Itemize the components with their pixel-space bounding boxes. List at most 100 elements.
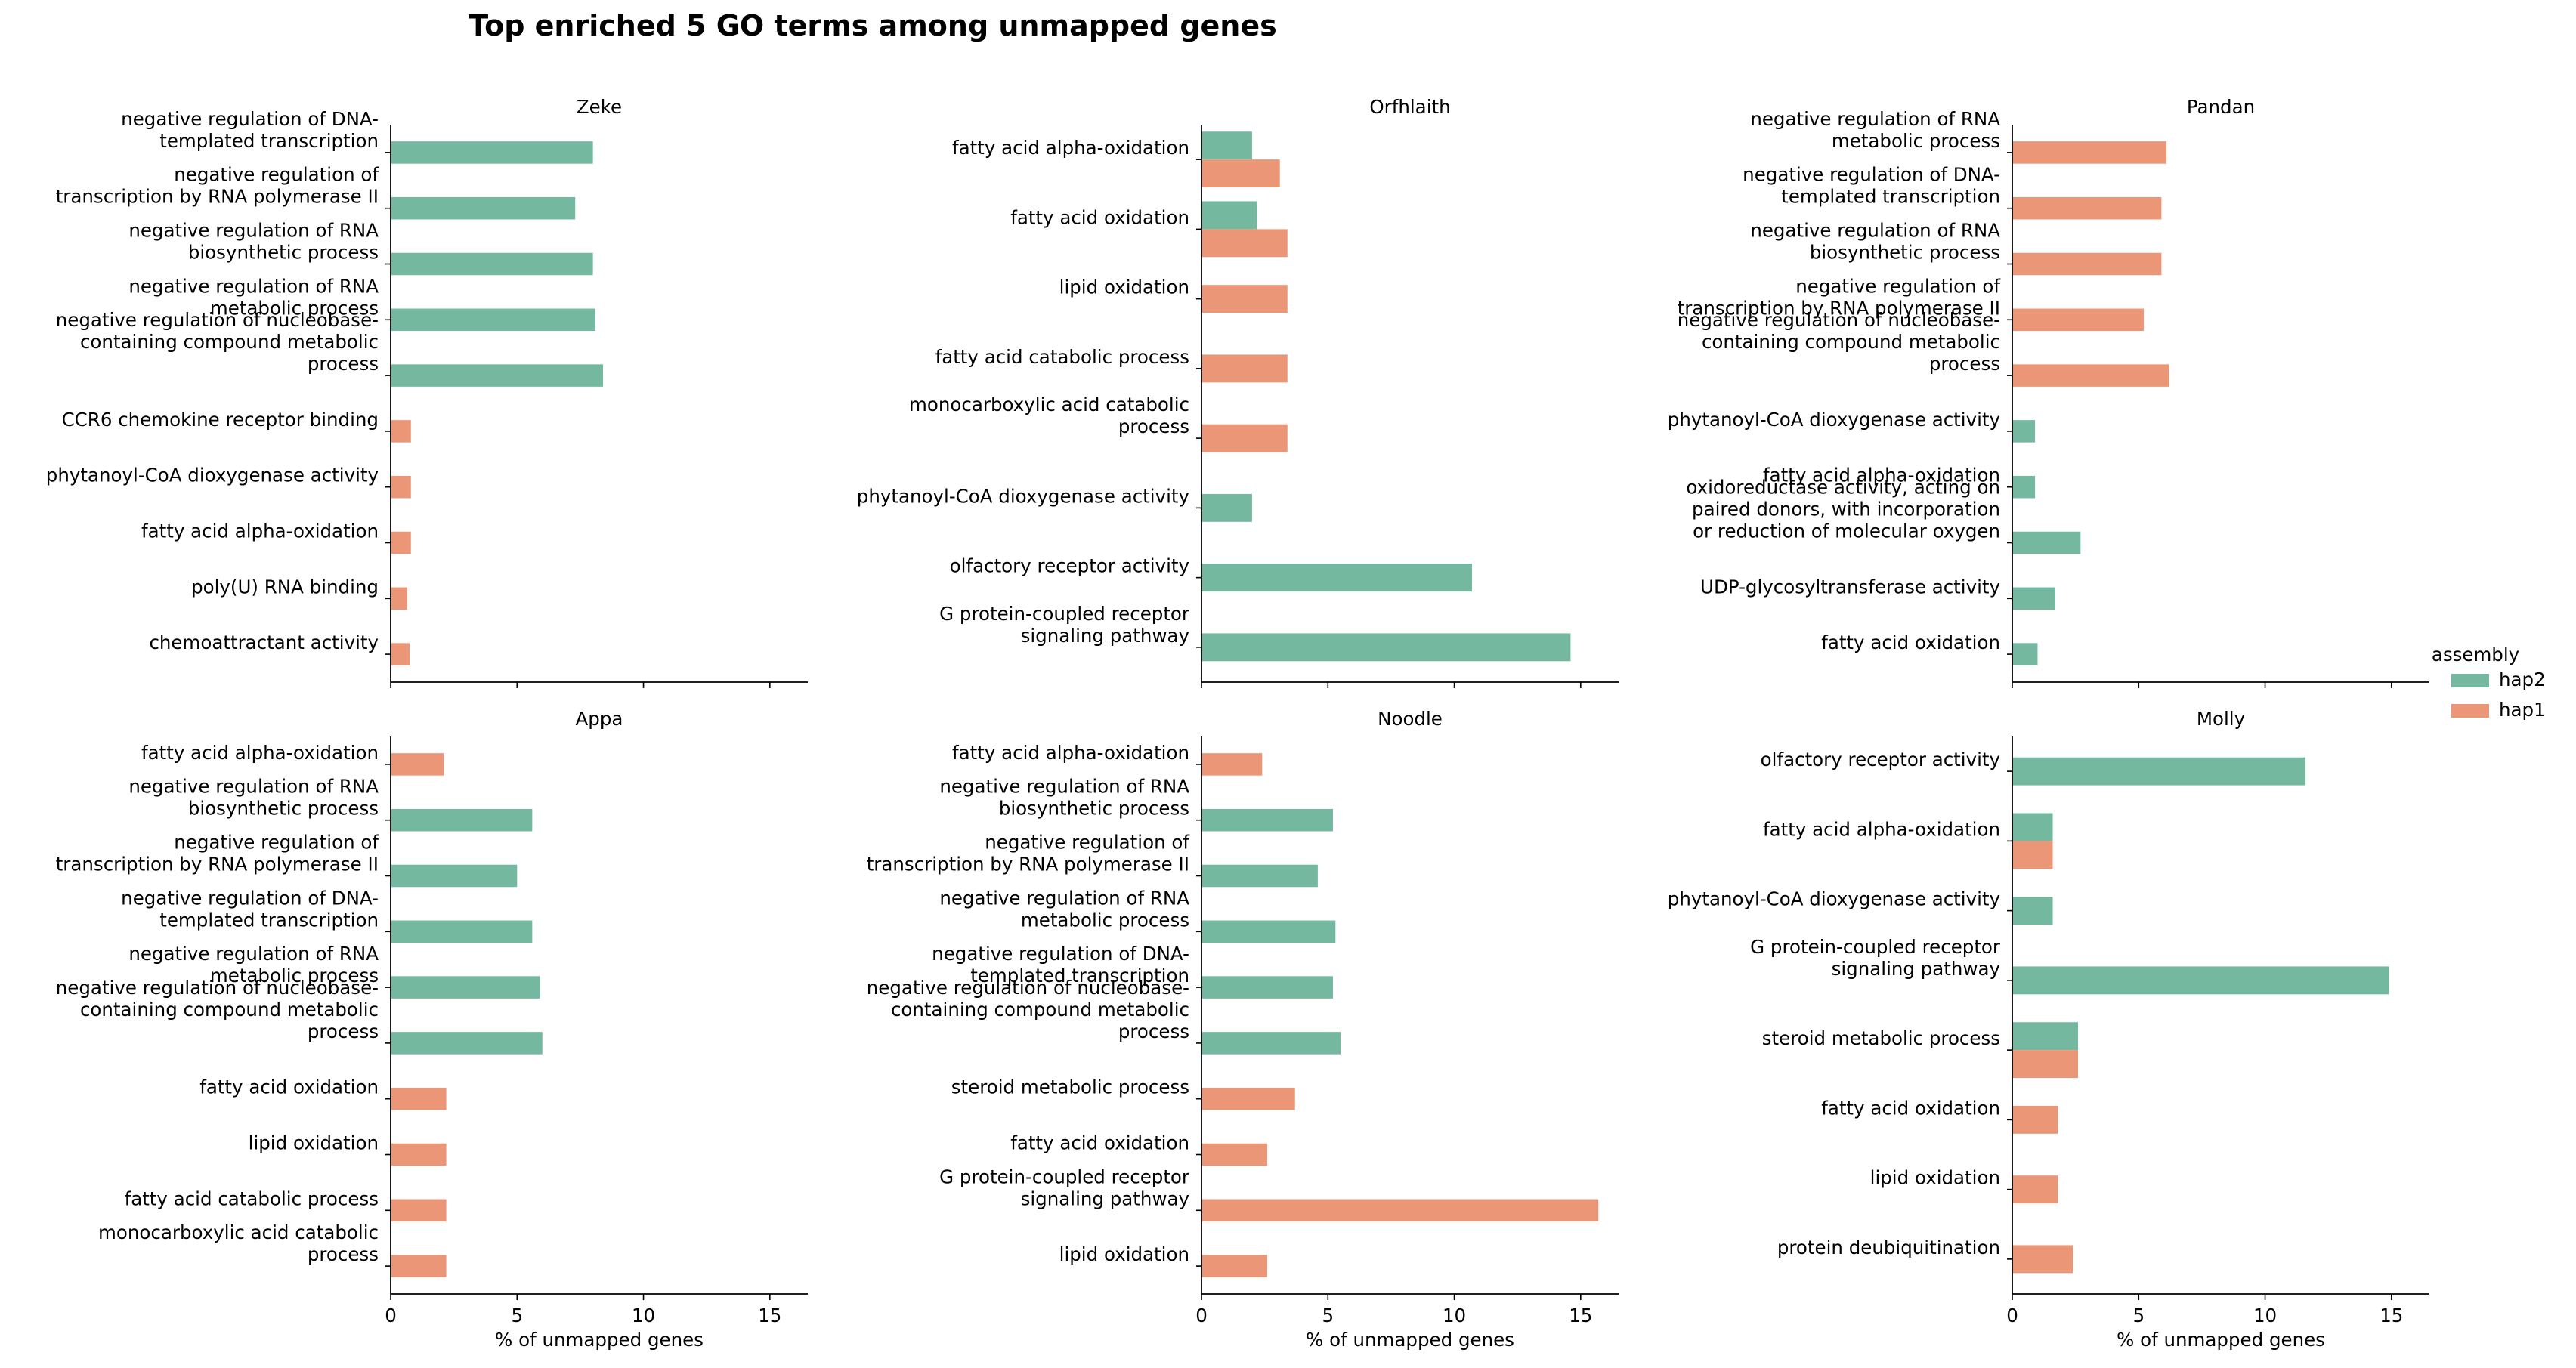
legend-swatch-hap2 bbox=[2451, 674, 2489, 687]
x-axis-label: % of unmapped genes bbox=[1306, 1329, 1514, 1351]
category-label: fatty acid alpha-oxidation bbox=[952, 137, 1189, 159]
category-label: fatty acid alpha-oxidation bbox=[1763, 818, 2000, 840]
category-label: negative regulation of nucleobase-contai… bbox=[56, 309, 379, 375]
bar-hap2-fatty-acid-oxidation bbox=[2012, 643, 2038, 665]
category-label: fatty acid oxidation bbox=[1010, 1132, 1189, 1154]
category-label-line: chemoattractant activity bbox=[149, 632, 379, 653]
category-label: CCR6 chemokine receptor binding bbox=[62, 409, 379, 431]
category-label-line: process bbox=[308, 1021, 379, 1042]
panel-title: Molly bbox=[2197, 708, 2245, 730]
bar-hap2-g-protein-coupled-receptor-signaling-pathway bbox=[2012, 966, 2389, 995]
category-label-line: paired donors, with incorporation bbox=[1692, 499, 2000, 520]
bar-hap2-fatty-acid-alpha-oxidation bbox=[2012, 813, 2053, 841]
category-label: negative regulation of transcription by R… bbox=[56, 164, 380, 208]
bar-hap2-udp-glycosyltransferase-activity bbox=[2012, 587, 2055, 610]
bar-hap1-negative-regulation-of-transcription-by-rna-polymerase-ii bbox=[2012, 308, 2144, 332]
x-axis-label: % of unmapped genes bbox=[495, 1329, 704, 1351]
category-label-line: fatty acid oxidation bbox=[1821, 632, 2000, 653]
category-label-line: protein deubiquitination bbox=[1777, 1237, 2000, 1258]
bar-hap2-fatty-acid-oxidation bbox=[1201, 201, 1257, 230]
category-label-line: negative regulation of DNA- bbox=[932, 943, 1189, 965]
category-label: negative regulation of transcription by R… bbox=[867, 832, 1191, 875]
category-label: negative regulation of RNA biosynthetic p… bbox=[939, 776, 1189, 820]
category-label-line: negative regulation of nucleobase- bbox=[56, 309, 379, 331]
category-label: oxidoreductase activity, acting on paired… bbox=[1686, 477, 2000, 542]
x-tick-label: 10 bbox=[632, 1305, 655, 1326]
bar-hap2-phytanoyl-coa-dioxygenase-activity bbox=[2012, 420, 2036, 443]
category-label: phytanoyl-CoA dioxygenase activity bbox=[1668, 888, 2000, 910]
category-label: fatty acid oxidation bbox=[1821, 632, 2000, 653]
bar-hap2-negative-regulation-of-transcription-by-rna-polymerase-ii bbox=[1201, 864, 1318, 888]
category-label-line: negative regulation of bbox=[174, 832, 379, 854]
category-label-line: negative regulation of RNA bbox=[1750, 108, 2000, 130]
x-tick-label: 10 bbox=[1443, 1305, 1466, 1326]
bar-hap1-phytanoyl-coa-dioxygenase-activity bbox=[391, 475, 411, 499]
bar-hap1-fatty-acid-catabolic-process bbox=[1201, 354, 1288, 383]
bar-hap1-poly-u-rna-binding bbox=[391, 587, 407, 610]
category-label: G protein-coupled receptor signaling path… bbox=[939, 603, 1190, 647]
bar-hap2-phytanoyl-coa-dioxygenase-activity bbox=[1201, 493, 1252, 522]
bar-hap1-protein-deubiquitination bbox=[2012, 1245, 2073, 1274]
category-label-line: or reduction of molecular oxygen bbox=[1693, 520, 2000, 542]
category-label-line: negative regulation of bbox=[985, 832, 1190, 854]
category-label-line: signaling pathway bbox=[1021, 625, 1189, 647]
category-label: fatty acid oxidation bbox=[1821, 1097, 2000, 1119]
category-label: fatty acid catabolic process bbox=[935, 346, 1189, 368]
bar-hap2-olfactory-receptor-activity bbox=[2012, 757, 2306, 786]
category-label: negative regulation of nucleobase-contai… bbox=[56, 977, 379, 1042]
category-label: negative regulation of DNA-templated tra… bbox=[121, 108, 379, 152]
category-label-line: fatty acid alpha-oxidation bbox=[141, 520, 379, 542]
category-label: negative regulation of transcription by R… bbox=[56, 832, 380, 875]
category-label: negative regulation of RNA metabolic proc… bbox=[128, 275, 379, 319]
category-label-line: biosynthetic process bbox=[999, 798, 1189, 820]
bar-hap1-monocarboxylic-acid-catabolic-process bbox=[1201, 424, 1288, 452]
category-label: UDP-glycosyltransferase activity bbox=[1700, 576, 2000, 598]
category-label-line: fatty acid alpha-oxidation bbox=[952, 742, 1189, 764]
category-label-line: olfactory receptor activity bbox=[950, 555, 1189, 577]
panel-title: Orfhlaith bbox=[1369, 96, 1450, 118]
panel-molly: Molly olfactory receptor activity fatty ac… bbox=[1668, 708, 2429, 1351]
category-label: negative regulation of RNA biosynthetic p… bbox=[128, 776, 379, 820]
category-label-line: signaling pathway bbox=[1021, 1187, 1189, 1209]
category-label: phytanoyl-CoA dioxygenase activity bbox=[857, 485, 1189, 507]
bar-hap2-negative-regulation-of-nucleobase-containing-compound-metabolic-process bbox=[391, 1032, 543, 1055]
category-label-line: transcription by RNA polymerase II bbox=[56, 186, 379, 208]
category-label-line: G protein-coupled receptor bbox=[939, 1166, 1190, 1187]
category-label-line: metabolic process bbox=[210, 965, 379, 987]
category-label-line: biosynthetic process bbox=[188, 798, 379, 820]
category-label-line: fatty acid alpha-oxidation bbox=[141, 742, 379, 764]
category-label: fatty acid oxidation bbox=[1010, 206, 1189, 228]
x-axis-label: % of unmapped genes bbox=[2117, 1329, 2325, 1351]
category-label: negative regulation of RNA metabolic proc… bbox=[1750, 108, 2000, 152]
category-label: negative regulation of nucleobase-contai… bbox=[1678, 309, 2000, 375]
bar-hap1-negative-regulation-of-dna-templated-transcription bbox=[2012, 196, 2162, 220]
category-label-line: containing compound metabolic bbox=[891, 999, 1189, 1021]
bar-hap2-phytanoyl-coa-dioxygenase-activity bbox=[2012, 897, 2053, 925]
bar-hap2-steroid-metabolic-process bbox=[2012, 1022, 2078, 1051]
bar-hap2-negative-regulation-of-rna-biosynthetic-process bbox=[1201, 808, 1333, 832]
category-label-line: fatty acid alpha-oxidation bbox=[1763, 465, 2000, 486]
bar-hap1-g-protein-coupled-receptor-signaling-pathway bbox=[1201, 1199, 1599, 1222]
category-label: lipid oxidation bbox=[1059, 276, 1189, 298]
category-label-line: negative regulation of bbox=[1795, 275, 2001, 297]
category-label-line: fatty acid alpha-oxidation bbox=[952, 137, 1189, 159]
x-tick-label: 5 bbox=[511, 1305, 523, 1326]
chart-title: Top enriched 5 GO terms among unmapped g… bbox=[469, 9, 1277, 42]
category-label-line: fatty acid alpha-oxidation bbox=[1763, 818, 2000, 840]
category-label: negative regulation of RNA metabolic proc… bbox=[128, 943, 379, 987]
bar-hap1-lipid-oxidation bbox=[1201, 285, 1288, 313]
bar-hap1-steroid-metabolic-process bbox=[2012, 1050, 2078, 1079]
category-label-line: lipid oxidation bbox=[1059, 276, 1189, 298]
category-label-line: biosynthetic process bbox=[188, 242, 379, 264]
legend-swatch-hap1 bbox=[2451, 704, 2489, 718]
bar-hap1-fatty-acid-oxidation bbox=[1201, 1143, 1267, 1166]
category-label: phytanoyl-CoA dioxygenase activity bbox=[46, 465, 379, 486]
category-label: negative regulation of RNA metabolic proc… bbox=[939, 887, 1189, 931]
bar-hap2-negative-regulation-of-nucleobase-containing-compound-metabolic-process bbox=[1201, 1032, 1341, 1055]
category-label-line: oxidoreductase activity, acting on bbox=[1686, 477, 2000, 499]
bar-hap1-negative-regulation-of-nucleobase-containing-compound-metabolic-process bbox=[2012, 364, 2169, 387]
category-label: negative regulation of DNA-templated tra… bbox=[1743, 164, 2000, 208]
category-label-line: phytanoyl-CoA dioxygenase activity bbox=[857, 485, 1189, 507]
